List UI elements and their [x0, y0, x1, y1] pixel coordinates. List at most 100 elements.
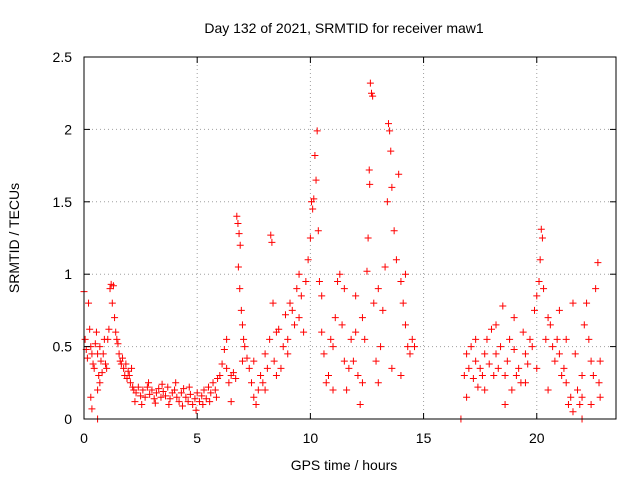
data-point: [96, 379, 104, 387]
data-point: [324, 372, 332, 380]
data-point: [596, 357, 604, 365]
data-point: [182, 393, 190, 401]
data-point: [238, 357, 246, 365]
data-point: [297, 292, 305, 300]
data-point: [236, 241, 244, 249]
data-point: [465, 364, 473, 372]
data-point: [555, 306, 563, 314]
data-point: [384, 120, 392, 128]
data-point: [234, 220, 242, 228]
data-point: [245, 364, 253, 372]
data-point: [240, 335, 248, 343]
x-tick-label: 10: [303, 430, 319, 446]
data-point: [583, 299, 591, 307]
data-point: [207, 389, 215, 397]
data-point: [356, 401, 364, 409]
data-point: [395, 170, 403, 178]
data-point: [401, 270, 409, 278]
data-point: [347, 335, 355, 343]
data-point: [312, 176, 320, 184]
data-point: [90, 364, 98, 372]
data-point: [216, 372, 224, 380]
data-point: [155, 385, 163, 393]
data-point: [361, 335, 369, 343]
data-point: [503, 357, 511, 365]
data-point: [399, 299, 407, 307]
data-point: [261, 386, 269, 394]
data-point: [354, 372, 362, 380]
data-point: [302, 277, 310, 285]
data-point: [497, 343, 505, 351]
data-point: [481, 350, 489, 358]
data-point: [270, 357, 278, 365]
data-point: [521, 379, 529, 387]
data-point: [368, 89, 376, 97]
x-tick-label: 5: [193, 430, 201, 446]
data-point: [199, 401, 207, 409]
data-point: [524, 360, 532, 368]
data-point: [390, 227, 398, 235]
data-point: [535, 277, 543, 285]
data-point: [576, 401, 584, 409]
data-point: [157, 393, 165, 401]
data-point: [218, 360, 226, 368]
data-point: [211, 386, 219, 394]
data-point: [569, 408, 577, 416]
data-point: [404, 343, 412, 351]
data-point: [549, 343, 557, 351]
data-point: [241, 343, 249, 351]
data-point: [329, 386, 337, 394]
data-point: [295, 270, 303, 278]
data-point: [340, 285, 348, 293]
data-point: [145, 379, 153, 387]
data-point: [98, 369, 106, 377]
data-point: [313, 127, 321, 135]
data-point: [515, 364, 523, 372]
data-point: [115, 350, 123, 358]
data-point: [81, 335, 89, 343]
data-point: [186, 390, 194, 398]
data-point: [481, 386, 489, 394]
data-point: [352, 328, 360, 336]
data-point: [381, 263, 389, 271]
data-point: [589, 372, 597, 380]
data-point: [519, 328, 527, 336]
data-point: [94, 386, 102, 394]
data-point: [227, 398, 235, 406]
data-point: [103, 364, 111, 372]
data-point: [171, 386, 179, 394]
data-point: [388, 183, 396, 191]
data-point: [159, 387, 167, 395]
y-tick-label: 0: [64, 411, 72, 427]
data-point: [243, 354, 251, 362]
data-point: [533, 364, 541, 372]
data-point: [377, 343, 385, 351]
data-point: [406, 350, 414, 358]
data-point: [542, 335, 550, 343]
data-point: [533, 292, 541, 300]
y-tick-label: 0.5: [53, 339, 73, 355]
data-point: [492, 350, 500, 358]
data-point: [132, 389, 140, 397]
data-point: [220, 345, 228, 353]
data-point: [560, 364, 568, 372]
data-point: [237, 306, 245, 314]
data-point: [88, 405, 96, 413]
data-point: [592, 285, 600, 293]
data-point: [267, 231, 275, 239]
data-point: [487, 325, 495, 333]
data-point: [118, 354, 126, 362]
data-point: [279, 343, 287, 351]
data-point: [463, 350, 471, 358]
data-point: [281, 311, 289, 319]
data-point: [114, 340, 122, 348]
data-points: [80, 79, 604, 423]
data-point: [318, 328, 326, 336]
data-point: [92, 328, 100, 336]
data-point: [338, 321, 346, 329]
data-point: [152, 389, 160, 397]
data-point: [172, 379, 180, 387]
data-point: [192, 406, 200, 414]
data-point: [112, 328, 120, 336]
data-point: [506, 335, 514, 343]
